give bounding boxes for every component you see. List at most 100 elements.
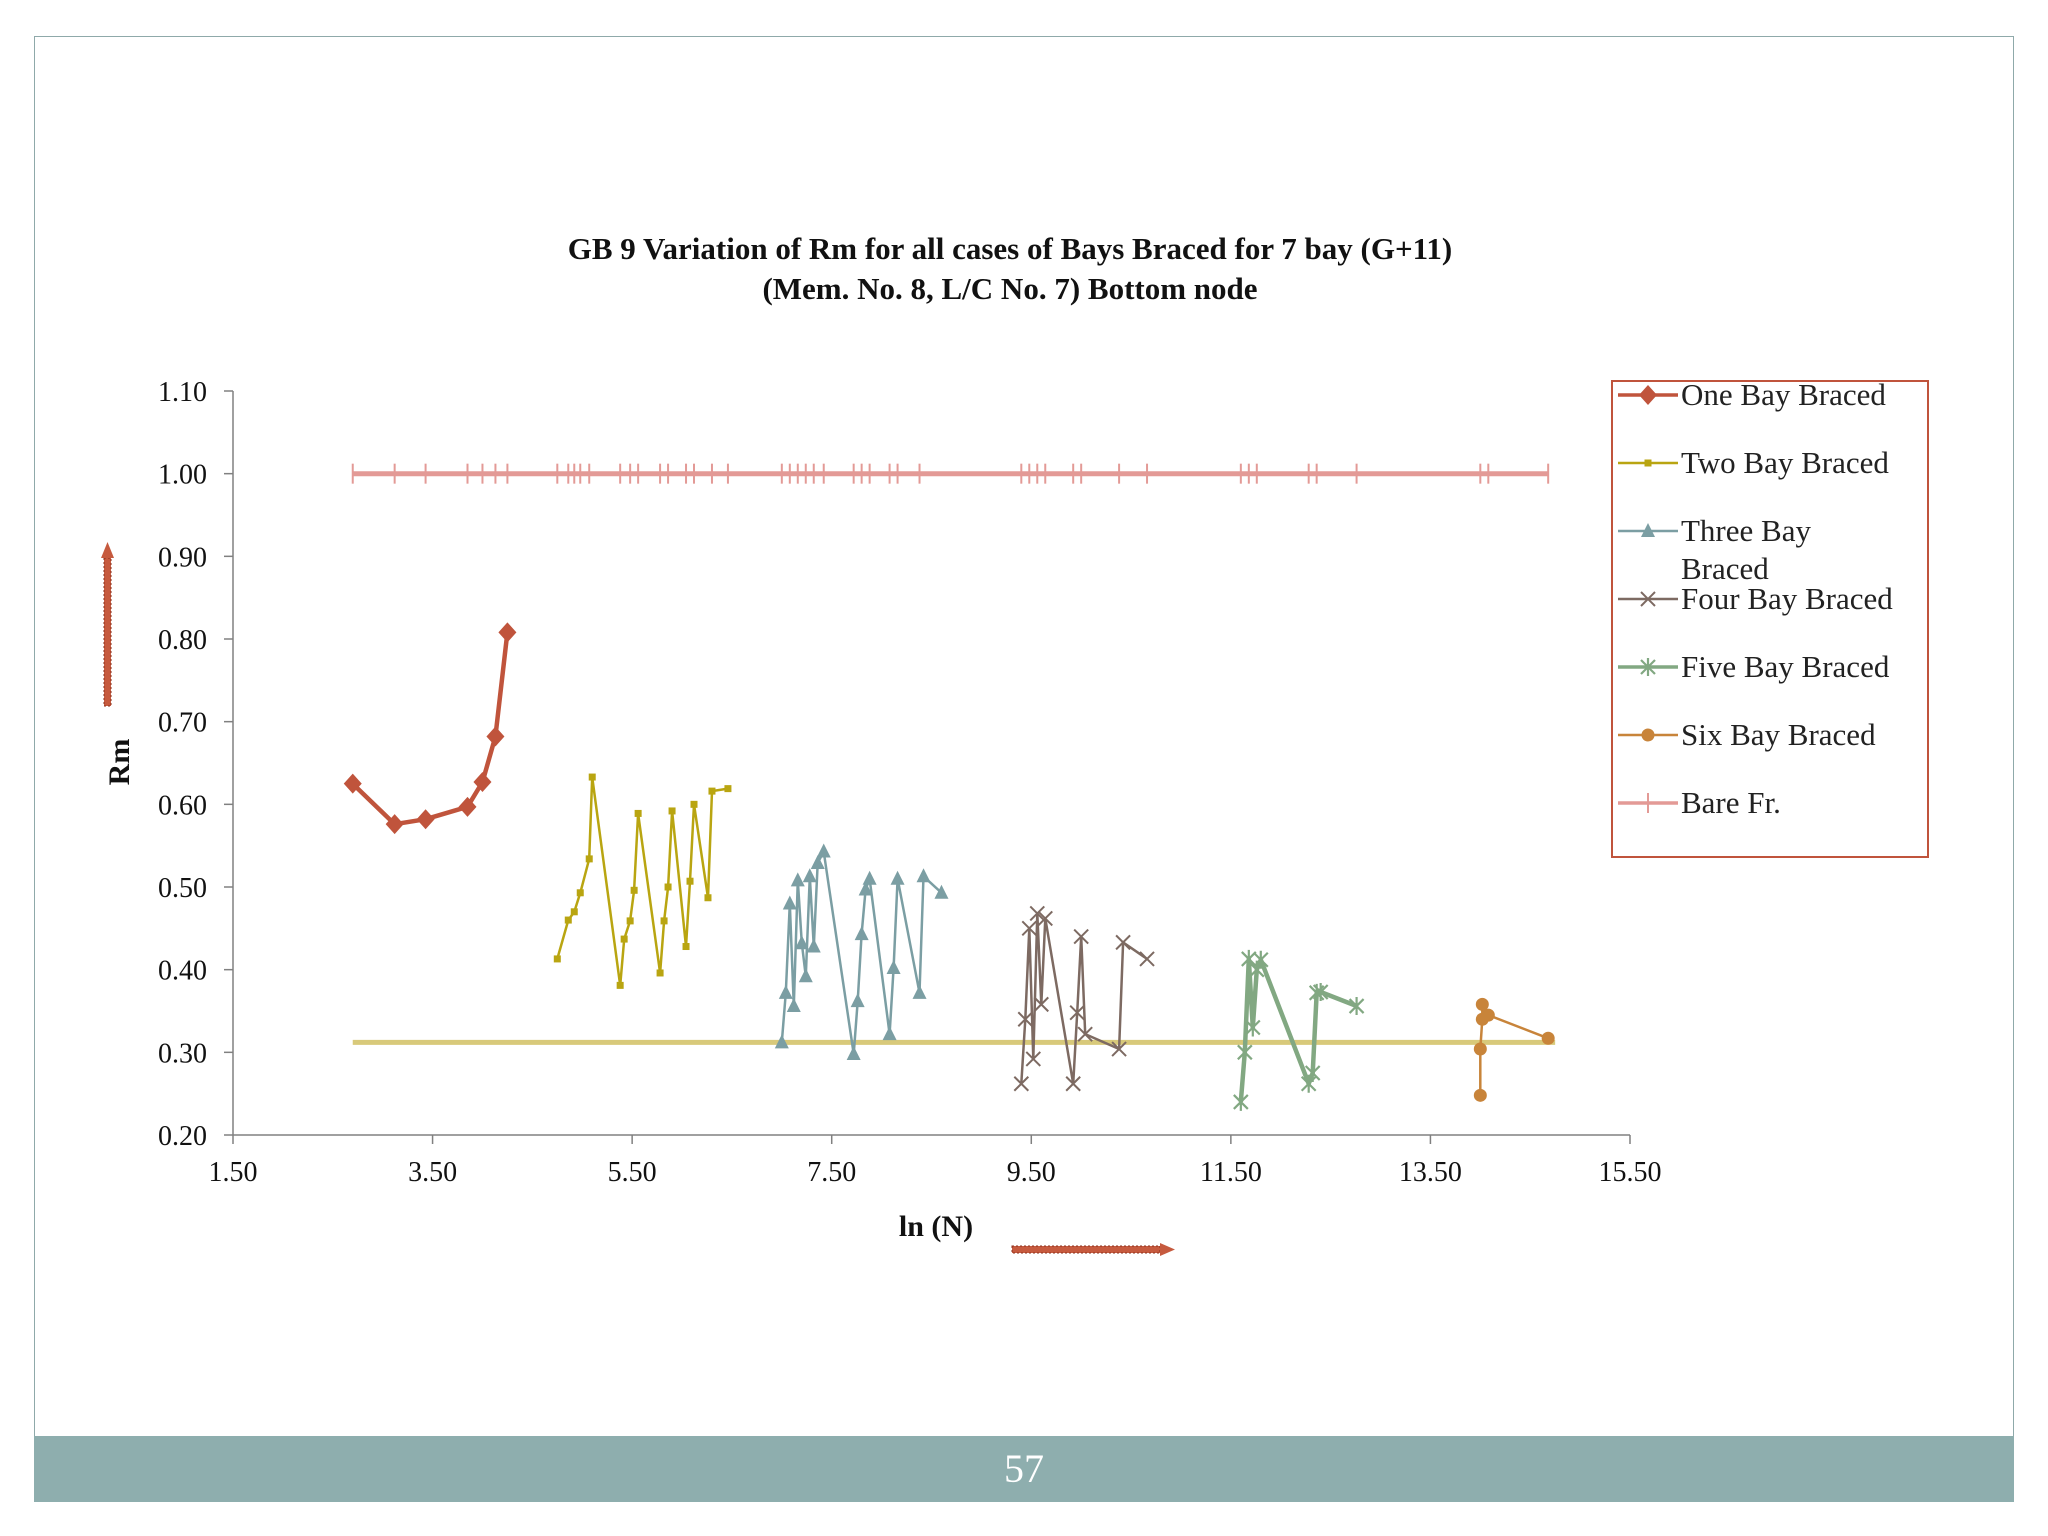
data-point (1245, 1018, 1261, 1037)
x-tick-label: 5.50 (608, 1157, 657, 1188)
data-point (1348, 997, 1365, 1016)
data-point (1013, 1076, 1030, 1092)
x-tick-label: 3.50 (408, 1157, 457, 1188)
series-bare-fr (351, 463, 1550, 484)
data-point (664, 883, 672, 891)
legend-entry-one-bay-braced: One Bay Braced (1618, 377, 1886, 412)
data-point (886, 960, 901, 975)
data-point (1473, 1088, 1487, 1102)
legend-label: Two Bay Braced (1681, 445, 1889, 480)
data-point (850, 993, 865, 1008)
legend-entry-five-bay-braced: Five Bay Braced (1618, 649, 1890, 684)
series-one-bay-braced (343, 622, 517, 835)
data-point (1073, 928, 1089, 945)
chart-title-line-2: (Mem. No. 8, L/C No. 7) Bottom node (762, 271, 1257, 306)
legend: One Bay Braced Two Bay Braced Three BayBra… (1611, 377, 1929, 858)
legend-label: Five Bay Braced (1681, 649, 1890, 684)
x-tick-label: 13.50 (1399, 1157, 1462, 1188)
series-line (556, 775, 729, 987)
data-point (1025, 1051, 1041, 1067)
y-tick-label: 1.10 (158, 377, 207, 408)
x-direction-arrow-icon (1011, 1243, 1175, 1256)
series-six-bay-braced (1473, 997, 1555, 1102)
data-point (798, 968, 813, 983)
data-point (626, 917, 634, 925)
data-point (1473, 1042, 1487, 1056)
data-point (1077, 1026, 1093, 1042)
series-line (1238, 956, 1358, 1103)
data-point (846, 1045, 861, 1060)
data-point (802, 868, 817, 883)
data-point (1304, 1064, 1321, 1082)
data-point (782, 895, 797, 910)
data-point (1237, 1043, 1253, 1062)
legend-label: Six Bay Braced (1681, 717, 1876, 752)
y-tick-label: 0.60 (158, 790, 207, 821)
series-line (1479, 1003, 1549, 1096)
data-point (660, 917, 668, 925)
y-axis-title: Rm (103, 739, 136, 786)
data-point (1541, 1031, 1555, 1045)
data-point (486, 726, 505, 747)
series-two-bay-braced (553, 773, 732, 989)
data-point (1017, 1011, 1034, 1027)
data-point (1069, 1004, 1085, 1021)
data-point (553, 955, 561, 963)
legend-label: Braced (1681, 551, 1769, 586)
data-point (1021, 920, 1037, 937)
x-axis-title: ln (N) (899, 1210, 973, 1243)
legend-swatch-marker (1640, 591, 1656, 607)
data-point (724, 785, 732, 793)
legend-swatch-marker (1641, 728, 1655, 742)
data-point (630, 886, 638, 894)
y-tick-label: 1.00 (158, 460, 207, 491)
data-point (1029, 905, 1045, 922)
data-point (1065, 1076, 1081, 1092)
data-point (343, 773, 362, 794)
data-point (473, 772, 492, 793)
data-point (1312, 982, 1329, 1001)
chart-title: GB 9 Variation of Rm for all cases of Ba… (568, 231, 1452, 306)
data-point (862, 870, 877, 885)
data-point (794, 935, 809, 950)
data-point (806, 938, 821, 953)
data-point (588, 773, 596, 781)
data-point (1475, 997, 1489, 1011)
data-point (934, 884, 949, 899)
data-point (708, 787, 716, 795)
y-tick-label: 0.70 (158, 708, 207, 739)
data-point (385, 814, 404, 835)
data-point (576, 889, 584, 897)
series-line (351, 632, 510, 827)
page-number: 57 (1004, 1446, 1044, 1491)
x-tick-label: 1.50 (209, 1157, 258, 1188)
data-point (774, 1034, 789, 1049)
legend-swatch-marker (1640, 658, 1656, 676)
chart-title-line-1: GB 9 Variation of Rm for all cases of Ba… (568, 231, 1452, 266)
legend-entry-two-bay-braced: Two Bay Braced (1618, 445, 1889, 480)
data-point (690, 800, 698, 808)
data-point (890, 870, 905, 885)
legend-box (1611, 380, 1929, 858)
x-tick-label: 15.50 (1599, 1157, 1662, 1188)
data-point (498, 622, 517, 643)
series-line (1020, 912, 1148, 1085)
data-point (916, 868, 931, 883)
legend-label: Bare Fr. (1681, 785, 1781, 820)
data-point (564, 916, 572, 924)
data-point (778, 984, 793, 999)
data-point (810, 855, 825, 870)
data-point (570, 908, 578, 916)
data-point (458, 796, 477, 817)
footer-bar: 57 (34, 1436, 2014, 1502)
y-direction-arrow-icon (101, 542, 114, 707)
y-tick-label: 0.50 (158, 873, 207, 904)
data-point (816, 843, 831, 858)
data-point (1033, 996, 1049, 1013)
legend-entry-bare-fr: Bare Fr. (1618, 785, 1781, 820)
y-tick-label: 0.80 (158, 625, 207, 656)
legend-swatch-marker (1641, 523, 1655, 537)
data-point (1037, 910, 1053, 927)
